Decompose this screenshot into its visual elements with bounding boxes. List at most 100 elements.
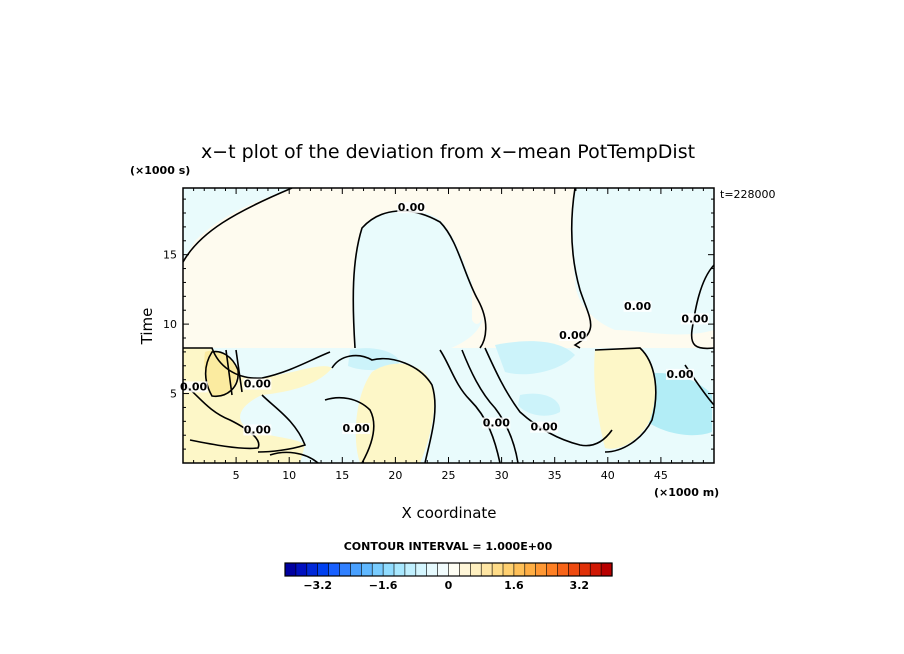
contour-label-bg xyxy=(666,368,695,380)
colorbar-swatch xyxy=(350,562,362,577)
contour-right-edge xyxy=(690,264,714,350)
y-unit-label: (×1000 s) xyxy=(130,164,190,177)
field-yellow-strong-left xyxy=(204,350,238,397)
y-tick-label: 5 xyxy=(170,388,177,401)
colorbar-swatch xyxy=(360,562,373,577)
contour-bottom xyxy=(269,451,319,463)
colorbar-swatch xyxy=(328,562,341,577)
colorbar-tick-label: 3.2 xyxy=(570,579,590,592)
contour-label-bg xyxy=(179,381,208,393)
contour-right-small xyxy=(684,364,714,406)
colorbar-swatch xyxy=(513,562,526,577)
x-axis-ticks: 5 10 15 20 25 30 35 40 45 xyxy=(193,188,704,482)
contour-label-bg xyxy=(623,300,652,312)
y-tick-label: 15 xyxy=(163,249,177,262)
contour-lower-left-top xyxy=(183,347,331,379)
x-tick-label: 5 xyxy=(233,469,240,482)
colorbar-swatch xyxy=(546,562,559,577)
colorbar-swatch xyxy=(568,562,580,577)
colorbar-swatch xyxy=(578,562,591,577)
x-tick-label: 20 xyxy=(388,469,402,482)
contour-label-bg xyxy=(482,417,511,429)
contour-left-lower xyxy=(183,384,260,450)
contour-label-bg xyxy=(342,423,371,435)
field-yellow-right xyxy=(594,348,656,449)
contour-right-column-left xyxy=(570,188,592,349)
contour-labels: 0.00 0.00 0.00 0.00 0.00 0.00 0.00 0.00 0.00 0.00… xyxy=(179,201,709,436)
contour-label: 0.00 xyxy=(343,422,370,435)
contour-label: 0.00 xyxy=(244,378,271,391)
contour-upper-left xyxy=(183,188,293,263)
colorbar-frame xyxy=(284,562,613,577)
colorbar-swatch xyxy=(393,562,406,577)
shaded-field xyxy=(183,188,714,463)
x-unit-label: (×1000 m) xyxy=(654,486,719,499)
time-label: t=228000 xyxy=(720,188,776,201)
colorbar-swatch xyxy=(426,562,439,577)
colorbar-swatch xyxy=(589,562,602,577)
contour-right-lobe xyxy=(594,347,657,453)
contour-diagonal-2 xyxy=(461,349,519,463)
contour-label: 0.00 xyxy=(180,380,207,393)
contour-label: 0.00 xyxy=(531,421,558,434)
field-yellow-center xyxy=(355,363,435,463)
colorbar-tick-label: −1.6 xyxy=(369,579,398,592)
chart-title: x−t plot of the deviation from x−mean Po… xyxy=(201,141,695,163)
colorbar-swatch xyxy=(306,562,319,577)
colorbar-swatch xyxy=(382,562,395,577)
contour-label-bg xyxy=(243,424,272,436)
field-cyan-patch-4 xyxy=(518,393,561,416)
x-tick-label: 40 xyxy=(601,469,615,482)
x-axis-label: X coordinate xyxy=(401,504,496,522)
colorbar-swatch xyxy=(371,562,384,577)
field-cyan-patch-2 xyxy=(495,341,575,375)
x-tick-label: 35 xyxy=(548,469,562,482)
colorbar-swatch xyxy=(491,562,504,577)
x-tick-label: 30 xyxy=(495,469,509,482)
colorbar-swatch xyxy=(557,562,569,577)
contour-label: 0.00 xyxy=(483,417,510,430)
field-cool-center-column xyxy=(352,209,484,358)
contour-label: 0.00 xyxy=(559,329,586,342)
contour-left-streaks xyxy=(225,349,243,396)
contour-label-bg xyxy=(530,421,559,433)
field-cool-upper-left xyxy=(183,188,292,260)
colorbar-swatch xyxy=(317,562,330,577)
contour-label: 0.00 xyxy=(681,312,708,325)
contour-center-lobe xyxy=(331,354,436,463)
colorbar-swatch xyxy=(459,562,471,577)
contour-label: 0.00 xyxy=(624,300,651,313)
contour-label-bg xyxy=(680,313,709,325)
contour-label-bg xyxy=(397,202,426,214)
colorbar-swatch xyxy=(284,562,297,577)
colorbar-swatch xyxy=(437,562,450,577)
contour-center-inner xyxy=(324,396,375,463)
colorbar-swatch xyxy=(295,562,308,577)
field-cyan-patch-3 xyxy=(640,372,712,436)
contour-label-bg xyxy=(558,330,587,341)
colorbar-tick-label: 0 xyxy=(445,579,453,592)
field-warm-strip xyxy=(472,274,489,324)
colorbar-swatch xyxy=(524,562,537,577)
y-axis-ticks: 5 10 15 xyxy=(163,198,714,450)
y-axis-label: Time xyxy=(138,308,156,346)
contour-left-inner xyxy=(257,394,307,453)
colorbar-swatch xyxy=(469,562,482,577)
field-cool-right-column xyxy=(571,188,714,335)
colorbar-tick-label: −3.2 xyxy=(303,579,332,592)
y-tick-label: 10 xyxy=(163,318,177,331)
colorbar-swatch xyxy=(448,562,460,577)
colorbar-tick-label: 1.6 xyxy=(504,579,524,592)
contour-label: 0.00 xyxy=(666,368,693,381)
x-tick-label: 45 xyxy=(654,469,668,482)
colorbar: −3.2 −1.6 0 1.6 3.2 xyxy=(284,562,613,592)
contour-diagonal-1 xyxy=(439,349,501,463)
colorbar-swatch xyxy=(404,562,417,577)
x-tick-label: 25 xyxy=(442,469,456,482)
colorbar-swatch xyxy=(480,562,493,577)
contour-interval-label: CONTOUR INTERVAL = 1.000E+00 xyxy=(344,540,553,553)
colorbar-swatch xyxy=(535,562,548,577)
x-tick-label: 15 xyxy=(335,469,349,482)
contour-lines xyxy=(183,188,714,463)
